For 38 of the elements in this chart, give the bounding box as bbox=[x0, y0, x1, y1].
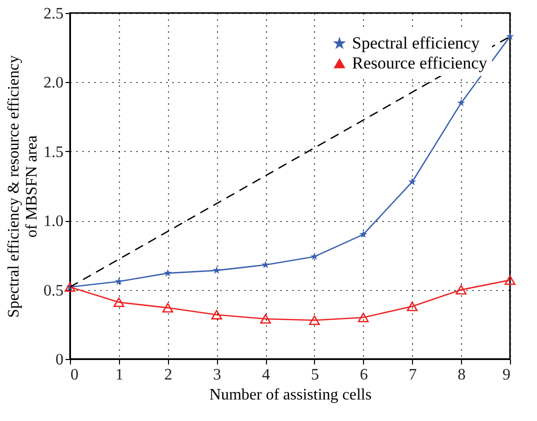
y-tick-label: 2.5 bbox=[44, 6, 64, 22]
point bbox=[260, 314, 271, 324]
point bbox=[359, 230, 368, 238]
x-tick-label: 6 bbox=[360, 366, 368, 384]
point bbox=[310, 252, 318, 260]
point bbox=[262, 260, 270, 268]
point bbox=[164, 269, 172, 277]
point bbox=[406, 302, 418, 312]
point bbox=[212, 266, 221, 274]
legend-label: Resource efficiency bbox=[352, 54, 488, 72]
x-tick-label: 7 bbox=[408, 366, 417, 384]
legend-label: Spectral efficiency bbox=[352, 34, 480, 52]
y-tick-label: 1.5 bbox=[44, 144, 64, 161]
x-tick-label: 0 bbox=[70, 366, 78, 384]
x-tick-label: 9 bbox=[502, 366, 510, 384]
x-tick-label: 2 bbox=[164, 366, 172, 384]
y-tick-label: 0 bbox=[56, 352, 64, 368]
x-tick-label: 4 bbox=[262, 366, 270, 384]
x-tick-label: 1 bbox=[115, 366, 124, 384]
x-axis-title: Number of assisting cells bbox=[209, 386, 372, 404]
y-tick-label: 0.5 bbox=[44, 282, 64, 300]
point bbox=[162, 303, 174, 313]
point bbox=[211, 310, 222, 320]
y-tick-label: 1.0 bbox=[44, 213, 64, 230]
x-tick-label: 3 bbox=[213, 366, 222, 384]
point bbox=[114, 277, 123, 285]
point bbox=[504, 275, 516, 285]
point bbox=[506, 32, 514, 40]
y-tick-label: 2.0 bbox=[44, 74, 64, 92]
point bbox=[309, 315, 320, 326]
point bbox=[113, 298, 124, 308]
point bbox=[408, 178, 416, 186]
x-tick-label: 5 bbox=[310, 366, 319, 384]
point bbox=[457, 98, 466, 106]
point bbox=[456, 285, 467, 295]
x-tick-label: 8 bbox=[458, 366, 466, 384]
point bbox=[358, 312, 369, 322]
y-axis-title: Spectral efficiency & resource efficiency of MBSFN area bbox=[6, 55, 40, 318]
